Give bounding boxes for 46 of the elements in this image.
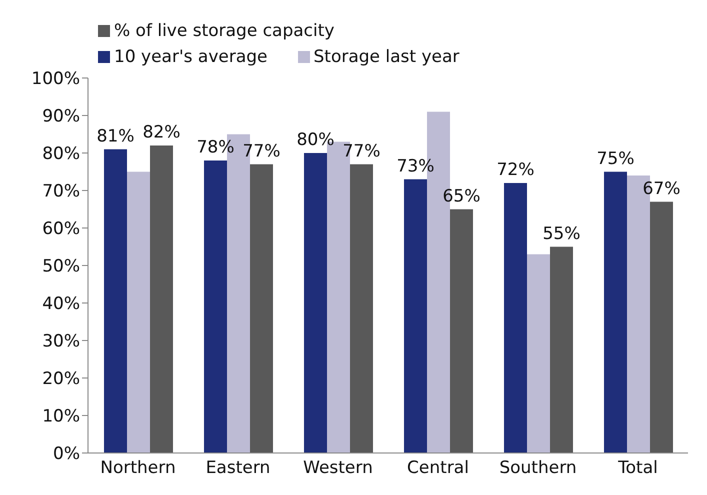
y-tick-label: 70% (42, 182, 80, 202)
bar (650, 202, 673, 453)
bar (604, 172, 627, 453)
data-label: 67% (642, 178, 680, 199)
data-label: 82% (142, 122, 180, 142)
x-tick-label: Eastern (206, 458, 270, 478)
y-tick-label: 40% (42, 294, 80, 314)
data-label: 80% (296, 130, 334, 150)
legend-label: Storage last year (314, 47, 460, 67)
x-tick-label: Total (617, 458, 658, 478)
bar (504, 183, 527, 453)
y-tick-label: 60% (42, 219, 80, 240)
data-label: 55% (542, 224, 580, 244)
y-tick-label: 10% (42, 406, 80, 427)
bar (104, 149, 127, 453)
bar (304, 153, 327, 453)
data-label: 65% (442, 186, 480, 206)
y-tick-label: 30% (42, 332, 80, 352)
x-tick-label: Western (303, 458, 373, 478)
y-tick-label: 100% (31, 69, 80, 90)
y-tick-label: 0% (53, 444, 80, 464)
data-label: 78% (196, 138, 234, 158)
bar (404, 179, 427, 453)
data-label: 73% (396, 156, 434, 176)
bar (450, 209, 473, 453)
data-label: 75% (596, 148, 634, 169)
y-tick-label: 20% (42, 369, 80, 390)
data-label: 77% (242, 141, 280, 162)
data-label: 72% (496, 160, 534, 180)
data-label: 77% (342, 141, 380, 162)
y-tick-label: 90% (42, 106, 80, 127)
data-label: 81% (96, 126, 134, 146)
bar (250, 164, 273, 453)
legend-label: % of live storage capacity (114, 21, 334, 41)
y-tick-label: 50% (42, 256, 80, 277)
x-tick-label: Central (407, 458, 469, 478)
legend-label: 10 year's average (114, 47, 268, 67)
x-tick-label: Southern (499, 458, 577, 478)
bar (150, 146, 173, 453)
bar (204, 160, 227, 453)
bar (127, 172, 150, 453)
bar (350, 164, 373, 453)
y-tick-label: 80% (42, 144, 80, 164)
x-tick-label: Northern (100, 458, 176, 478)
bar (527, 254, 550, 453)
bar (550, 246, 573, 453)
